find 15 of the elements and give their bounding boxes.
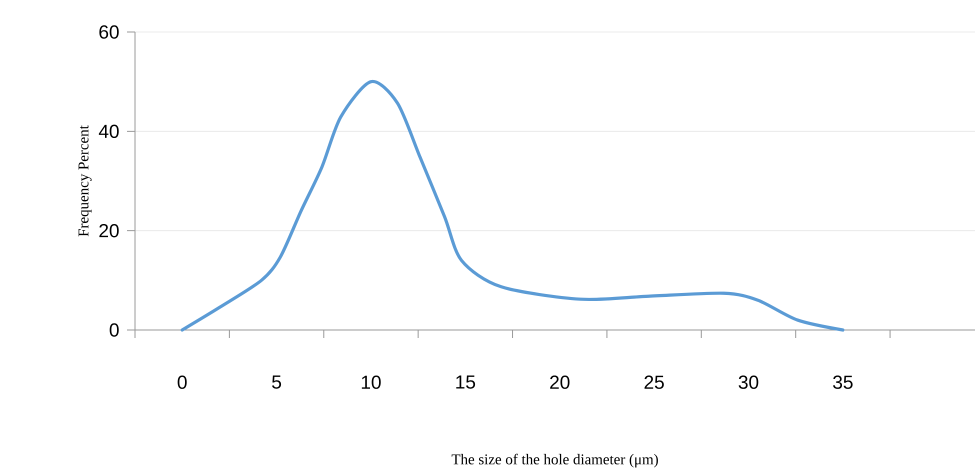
line-series [180,80,844,332]
x-tick-label: 20 [550,376,570,390]
x-tick-label: 10 [362,376,381,390]
x-tick-label: 25 [644,376,664,390]
y-tick-label: 40 [98,124,119,138]
x-tick-label: 30 [738,376,758,390]
y-tick-label: 20 [99,224,119,238]
x-axis-title: The size of the hole diameter (μm) [452,454,658,468]
x-tick-label: 0 [178,376,187,390]
x-tick-label: 35 [833,376,853,390]
y-tick-label: 60 [99,25,119,39]
y-tick-label: 0 [110,323,119,337]
y-axis-title: Frequency Percent [78,125,92,236]
x-tick-label: 15 [456,376,476,389]
x-tick-label: 5 [272,376,282,389]
